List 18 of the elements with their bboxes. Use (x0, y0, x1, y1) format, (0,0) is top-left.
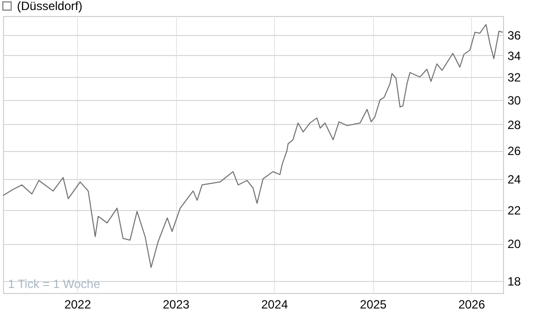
y-tick-label: 22 (508, 203, 522, 218)
x-tick-label: 2023 (162, 298, 190, 312)
y-tick-label: 34 (508, 48, 522, 63)
y-tick-label: 18 (508, 274, 522, 288)
annotation: 1 Tick = 1 Woche (8, 277, 100, 291)
line-series (3, 24, 503, 268)
y-tick-label: 36 (508, 28, 522, 43)
x-tick-label: 2022 (64, 298, 92, 312)
y-tick-label: 26 (508, 144, 522, 158)
y-tick-label: 20 (508, 237, 522, 252)
y-tick-label: 24 (508, 172, 522, 186)
y-tick-label: 28 (508, 118, 522, 132)
legend-label: (Düsseldorf) (17, 0, 82, 13)
y-tick-label: 32 (508, 70, 522, 84)
x-tick-label: 2026 (458, 298, 486, 312)
y-tick-label: 30 (508, 93, 522, 108)
x-tick-label: 2024 (261, 298, 288, 312)
x-tick-label: 2025 (360, 298, 387, 312)
